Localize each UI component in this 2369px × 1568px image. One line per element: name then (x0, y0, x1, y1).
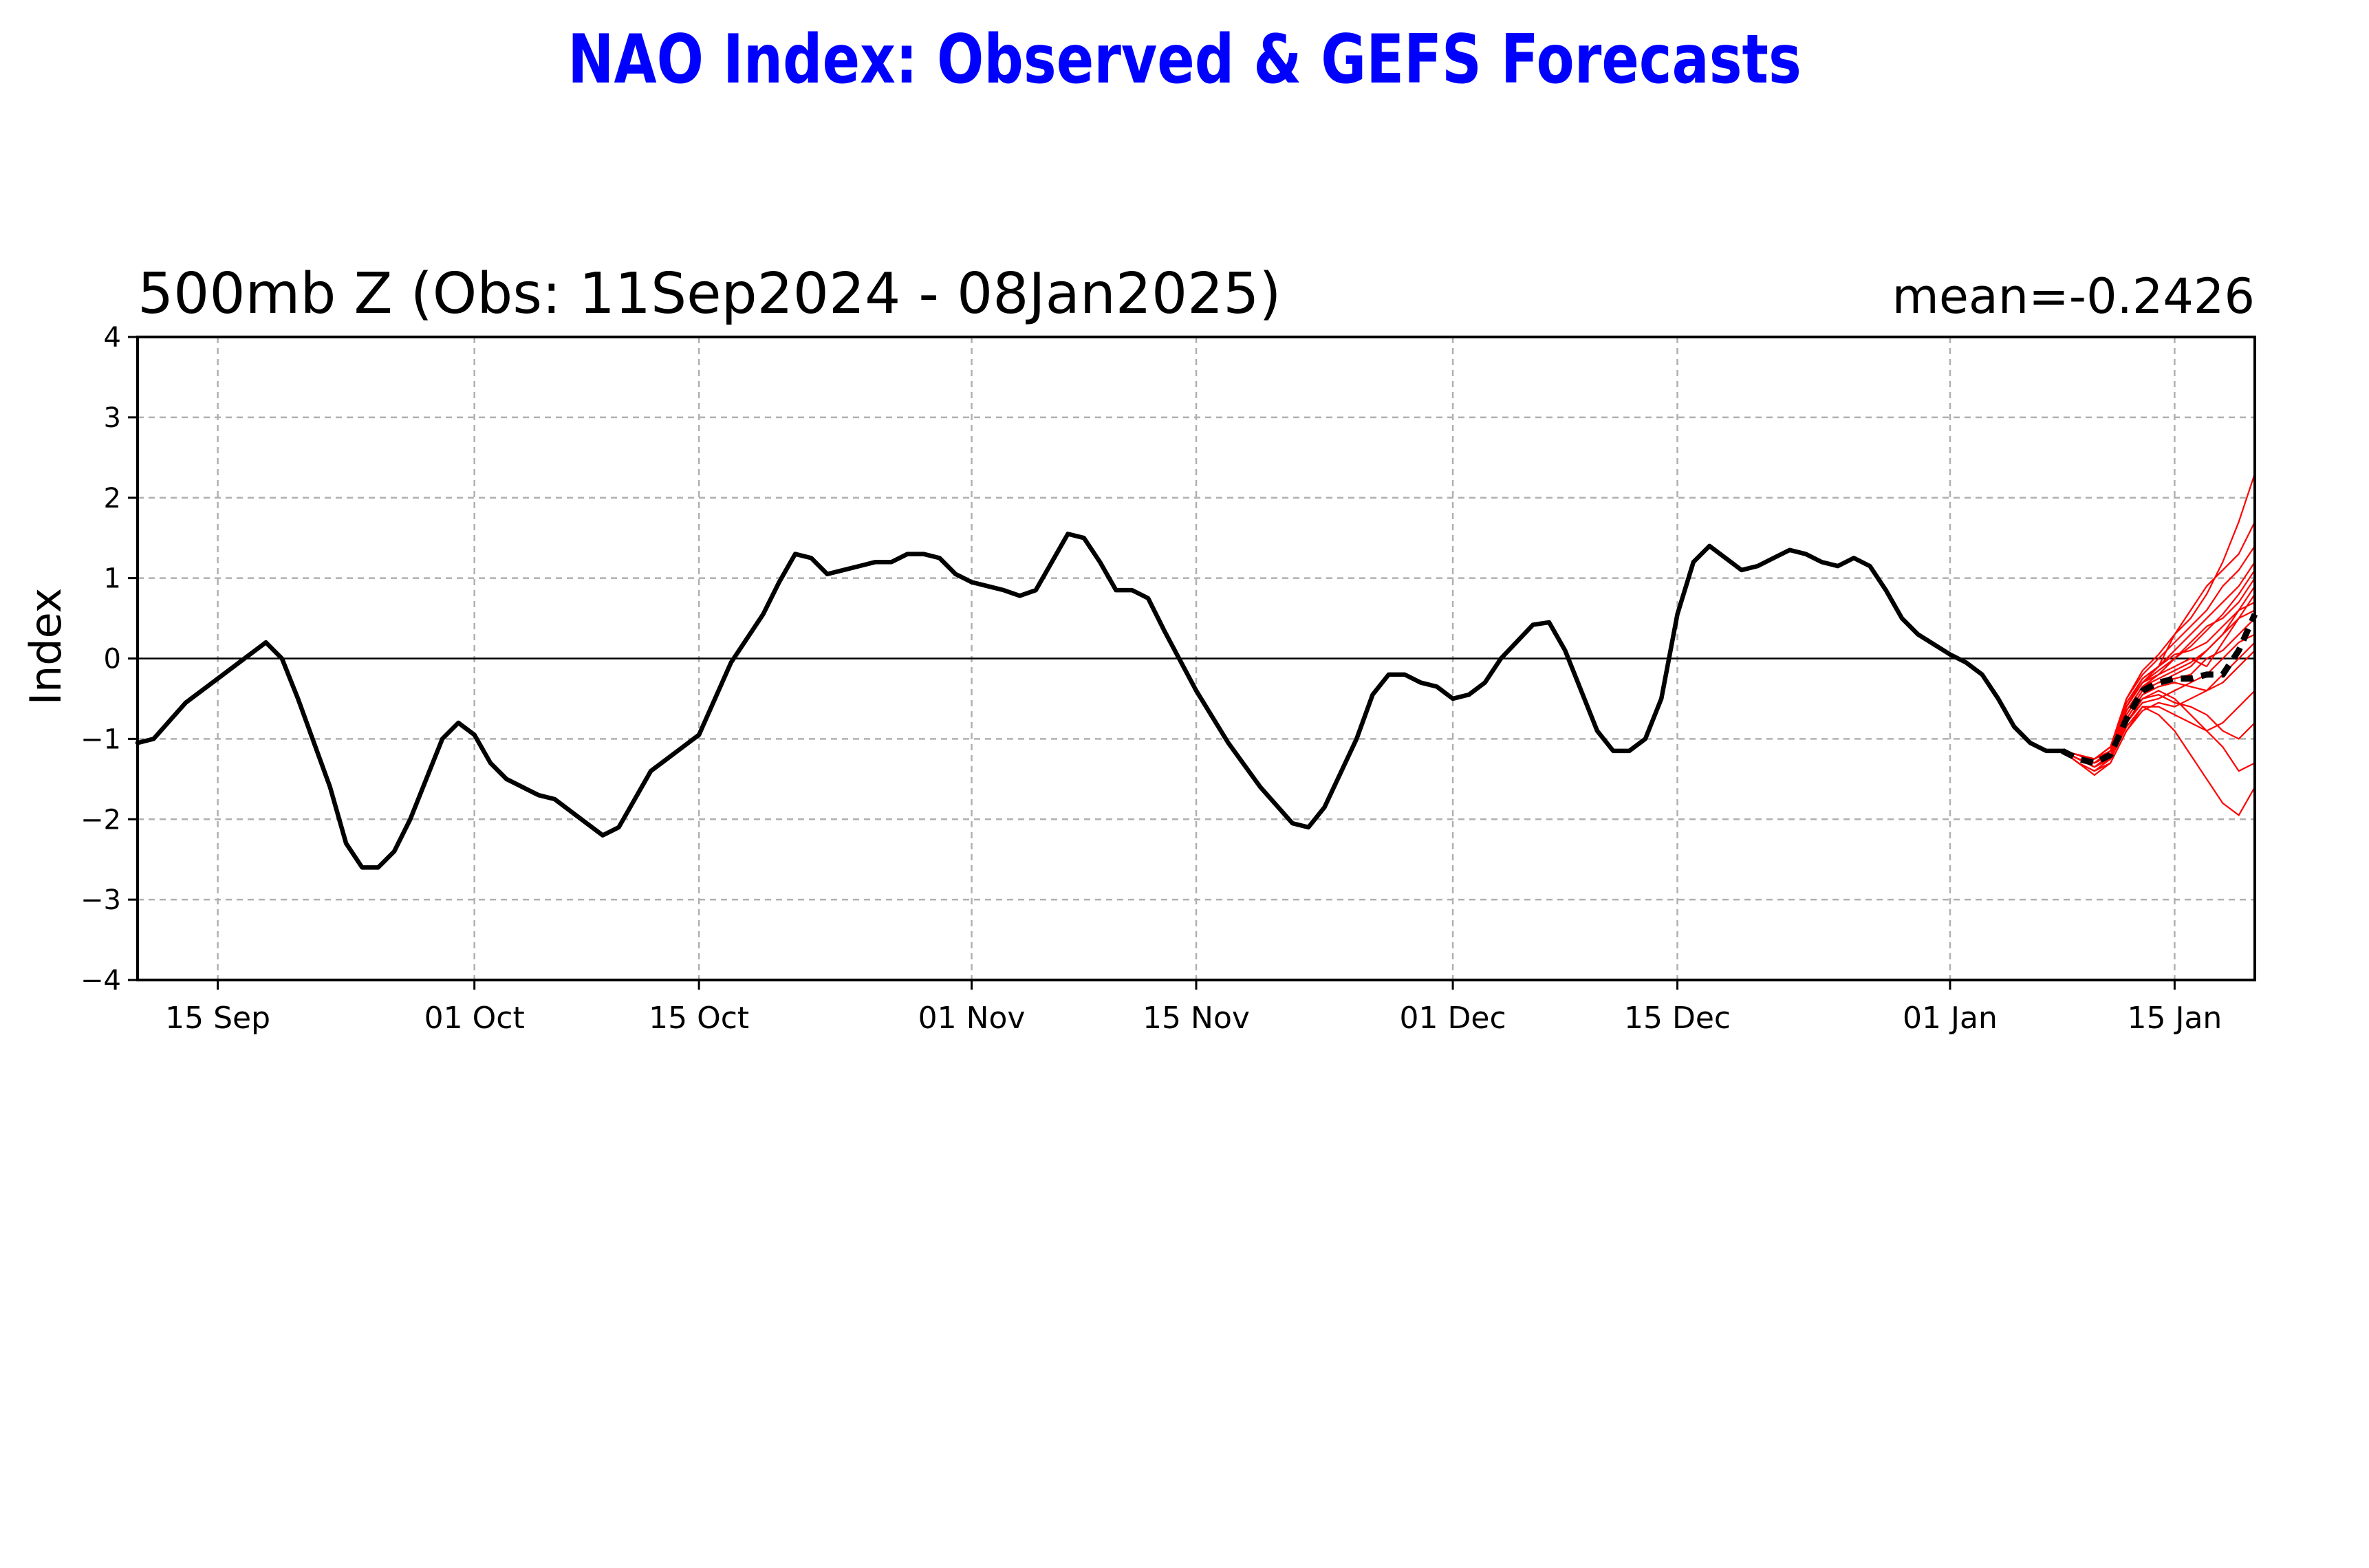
y-tick-label: −3 (80, 884, 121, 916)
ensemble-member-line (2062, 569, 2256, 760)
x-axis-ticks: 15 Sep 01 Oct 15 Oct 01 Nov 15 Nov 01 Dec 15 D… (165, 980, 2222, 1036)
observed-line (135, 532, 2065, 870)
x-tick-label: 15 Jan (2128, 1001, 2222, 1036)
chart-subtitle: 500mb Z (Obs: 11Sep2024 - 08Jan2025) (138, 261, 1281, 327)
ensemble-member-line (2062, 693, 2256, 768)
x-tick-label: 15 Oct (649, 1001, 749, 1036)
y-tick-label: −2 (80, 804, 121, 836)
ensemble-member-line (2062, 601, 2256, 764)
y-tick-label: 3 (104, 402, 121, 434)
y-tick-label: 2 (104, 483, 121, 514)
x-tick-label: 01 Nov (918, 1001, 1026, 1036)
ensemble-member-line (2062, 521, 2256, 760)
y-tick-label: −1 (80, 723, 121, 755)
y-tick-label: −4 (80, 965, 121, 997)
ensemble-mean-line (2061, 613, 2258, 766)
y-axis-label: Index (21, 588, 71, 706)
mean-annotation: mean=-0.2426 (1892, 268, 2255, 325)
x-tick-label: 15 Nov (1143, 1001, 1250, 1036)
y-tick-label: 4 (104, 322, 121, 353)
page-title: NAO Index: Observed & GEFS Forecasts (567, 21, 1802, 99)
x-tick-label: 15 Sep (165, 1001, 270, 1036)
ensemble-member-line (2062, 642, 2256, 776)
y-tick-label: 1 (104, 563, 121, 595)
y-axis-ticks: 4 3 2 1 0 −1 −2 −3 −4 (80, 322, 138, 997)
x-tick-label: 01 Jan (1903, 1001, 1998, 1036)
ensemble-members (2062, 473, 2256, 816)
y-tick-label: 0 (104, 644, 121, 675)
x-tick-label: 15 Dec (1624, 1001, 1731, 1036)
series-lines (135, 532, 2258, 870)
x-tick-label: 01 Dec (1400, 1001, 1506, 1036)
x-tick-label: 01 Oct (424, 1001, 525, 1036)
ensemble-member-line (2062, 561, 2256, 760)
ensemble-member-line (2062, 690, 2256, 772)
